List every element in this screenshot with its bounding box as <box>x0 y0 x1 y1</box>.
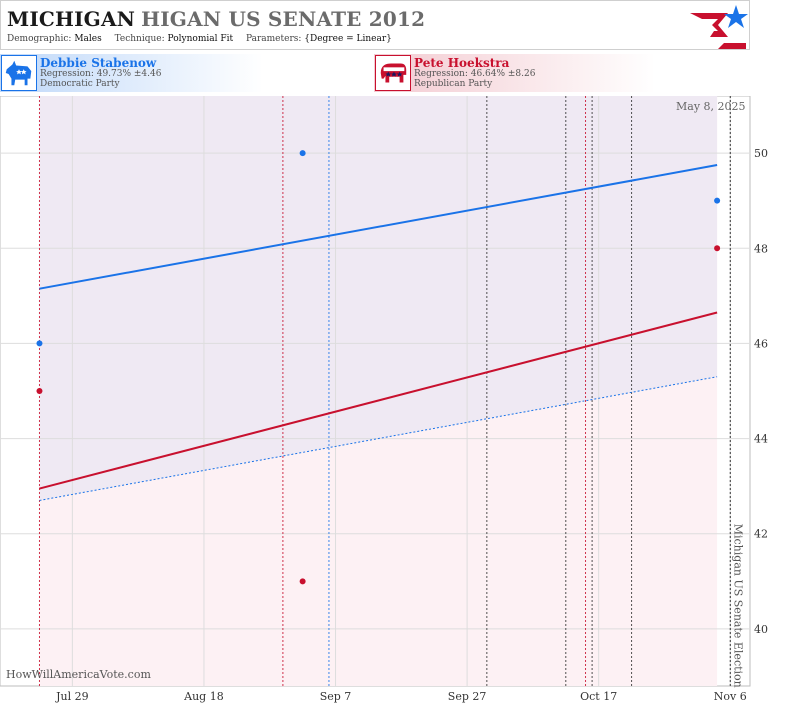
page-title: MICHIGAN HIGAN US SENATE 2012 <box>7 7 425 31</box>
data-point <box>36 388 43 394</box>
star-logo-icon <box>690 5 748 49</box>
x-tick-label: Oct 17 <box>580 690 617 703</box>
demographic-label: Demographic: <box>7 34 72 44</box>
demographic-value: Males <box>74 34 102 44</box>
candidate-party: Democratic Party <box>40 79 120 89</box>
y-tick-label: 50 <box>754 147 768 160</box>
technique-value: Polynomial Fit <box>167 34 234 44</box>
candidate-party: Republican Party <box>414 79 493 89</box>
y-tick-label: 44 <box>754 433 768 446</box>
parameters-value: {Degree = Linear} <box>304 34 392 44</box>
x-tick-label: Sep 27 <box>448 690 487 703</box>
band-lower-line <box>39 376 718 501</box>
y-tick-label: 46 <box>754 337 768 350</box>
candidate-dem: Debbie Stabenow Regression: 49.73% ±4.46… <box>0 54 376 92</box>
candidate-rep: Pete Hoekstra Regression: 46.64% ±8.26 R… <box>374 54 750 92</box>
data-point <box>299 578 306 585</box>
header: MICHIGAN HIGAN US SENATE 2012 Demographic… <box>0 0 750 50</box>
parameters-label: Parameters: <box>245 34 302 44</box>
data-point <box>714 245 721 252</box>
donkey-icon <box>1 55 37 91</box>
title-state: MICHIGAN <box>7 7 136 31</box>
title-race: HIGAN US SENATE 2012 <box>141 7 426 31</box>
x-tick-label: Aug 18 <box>183 690 224 703</box>
trend-line <box>39 311 718 490</box>
election-label: Michigan US Senate Election <box>731 524 744 688</box>
candidate-name: Pete Hoekstra <box>414 56 510 70</box>
data-point <box>36 340 43 347</box>
trend-line <box>39 164 718 290</box>
y-tick-label: 40 <box>754 623 768 636</box>
watermark: HowWillAmericaVote.com <box>6 668 151 681</box>
x-tick-label: Jul 29 <box>55 690 89 703</box>
candidate-name: Debbie Stabenow <box>40 56 157 70</box>
data-point <box>714 197 721 204</box>
date-stamp: May 8, 2025 <box>676 100 746 113</box>
poll-chart: 40 42 44 46 48 50 Jul 29 Aug 18 Sep 7 Sep 27 Oct 1… <box>0 96 768 703</box>
y-tick-label: 42 <box>754 528 768 541</box>
candidate-regression: Regression: 49.73% ±4.46 <box>40 69 162 79</box>
subtitle: Demographic: Males Technique: Polynomial… <box>7 34 392 44</box>
data-point <box>299 150 306 157</box>
elephant-icon <box>375 55 411 91</box>
confidence-band <box>39 96 718 501</box>
y-tick-label: 48 <box>754 242 768 255</box>
x-tick-label: Nov 6 <box>714 690 747 703</box>
x-tick-label: Sep 7 <box>320 690 352 703</box>
candidate-regression: Regression: 46.64% ±8.26 <box>414 69 536 79</box>
technique-label: Technique: <box>114 34 165 44</box>
